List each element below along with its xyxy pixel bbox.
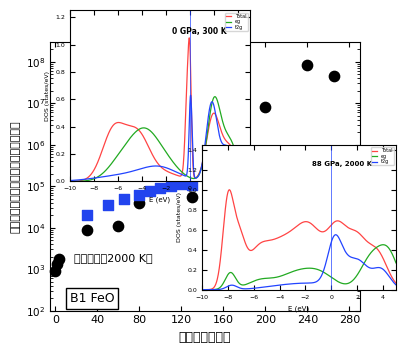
Point bbox=[304, 62, 311, 67]
Y-axis label: DOS (states/eV): DOS (states/eV) bbox=[177, 192, 182, 242]
Point bbox=[52, 268, 58, 274]
Text: B1 FeO: B1 FeO bbox=[70, 292, 114, 305]
X-axis label: 圧力（万気圧）: 圧力（万気圧） bbox=[179, 331, 231, 344]
Point bbox=[220, 193, 226, 198]
Text: 0 GPa, 300 K: 0 GPa, 300 K bbox=[172, 27, 227, 36]
Point bbox=[262, 104, 269, 110]
Text: 実験（~1850 K）: 実験（~1850 K） bbox=[218, 162, 302, 175]
Point bbox=[120, 196, 127, 201]
Point bbox=[84, 212, 90, 218]
Point bbox=[330, 73, 337, 79]
Point bbox=[136, 200, 142, 206]
Point bbox=[104, 202, 111, 208]
Point bbox=[189, 194, 195, 200]
Y-axis label: 電気伝導度（ジーメンス毎メートル）: 電気伝導度（ジーメンス毎メートル） bbox=[10, 120, 20, 232]
Point bbox=[115, 223, 122, 229]
Y-axis label: DOS (states/eV): DOS (states/eV) bbox=[45, 71, 50, 121]
Legend: Total, eg, t2g: Total, eg, t2g bbox=[371, 147, 394, 165]
Point bbox=[168, 183, 174, 189]
Point bbox=[147, 188, 153, 194]
X-axis label: E (eV): E (eV) bbox=[288, 305, 310, 312]
Point bbox=[136, 193, 142, 198]
Point bbox=[157, 185, 164, 191]
Point bbox=[84, 227, 90, 232]
Text: 理論計算（2000 K）: 理論計算（2000 K） bbox=[74, 253, 153, 263]
Legend: Total, eg, t2g: Total, eg, t2g bbox=[225, 13, 248, 31]
Point bbox=[178, 181, 184, 186]
Point bbox=[220, 193, 226, 198]
Point bbox=[54, 262, 60, 267]
X-axis label: E (eV): E (eV) bbox=[150, 197, 170, 203]
Point bbox=[56, 256, 63, 261]
Point bbox=[189, 183, 195, 188]
Text: 88 GPa, 2000 K: 88 GPa, 2000 K bbox=[312, 161, 372, 167]
